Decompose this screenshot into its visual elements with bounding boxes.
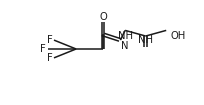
Text: NH: NH (138, 35, 153, 45)
Text: O: O (99, 12, 107, 22)
Text: NH: NH (118, 31, 133, 41)
Text: F: F (47, 35, 53, 45)
Text: F: F (40, 44, 46, 54)
Text: N: N (121, 41, 128, 51)
Text: F: F (47, 53, 53, 63)
Text: OH: OH (171, 31, 186, 41)
